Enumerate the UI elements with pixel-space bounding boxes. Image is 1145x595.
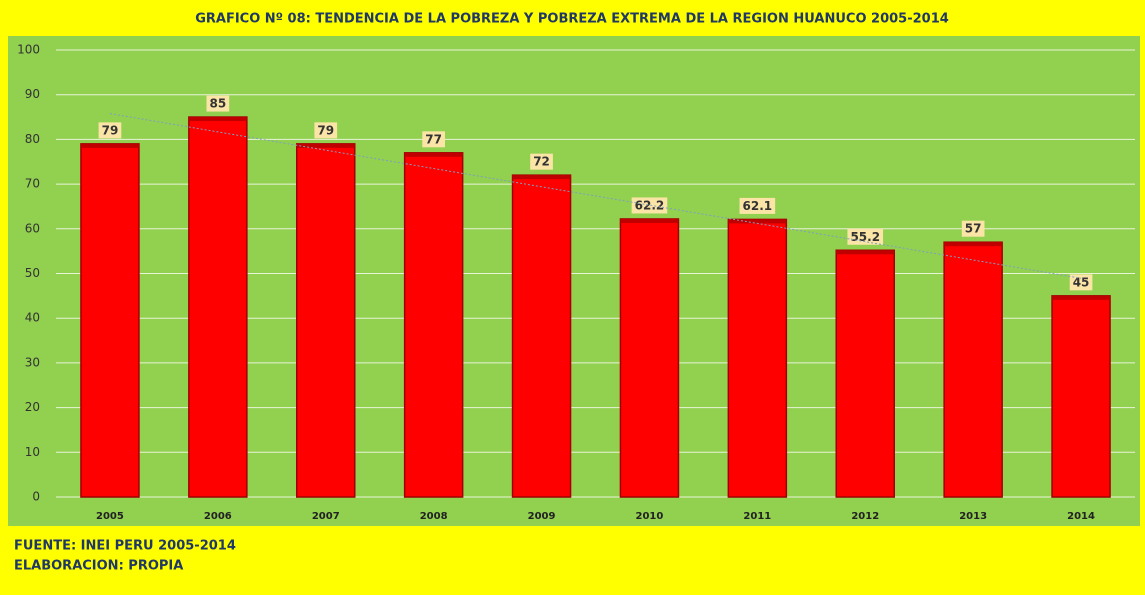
y-tick-label: 0 [32,490,40,504]
bar [296,143,356,498]
value-label-box [631,197,668,214]
y-tick-label: 60 [25,221,40,235]
y-tick-label: 40 [25,311,40,325]
bar-top [188,117,247,122]
bar [835,249,895,498]
credit-note: ELABORACION: PROPIA [14,559,183,574]
x-tick-label: 2006 [204,511,232,522]
value-label: 79 [102,123,119,137]
bar-top [836,250,895,255]
value-label-box [98,122,122,139]
value-label-box [530,153,553,170]
bar-top [512,175,571,180]
bar-top [296,143,355,148]
y-tick-label: 30 [25,355,40,369]
x-tick-label: 2005 [96,511,124,522]
y-tick-label: 10 [25,445,40,459]
y-tick-label: 50 [25,266,40,280]
value-label-box [847,228,884,245]
bar [511,174,572,498]
value-label-box [314,122,338,139]
value-label: 55.2 [850,230,880,244]
value-label: 57 [965,222,982,236]
x-tick-label: 2008 [420,511,448,522]
value-label-box [422,131,446,148]
value-label-box [1069,274,1093,291]
x-tick-label: 2014 [1067,511,1095,522]
value-label: 45 [1073,275,1090,289]
bar-top [80,143,139,148]
x-tick-label: 2009 [528,511,556,522]
bar [188,116,248,498]
y-tick-label: 80 [25,132,40,146]
value-label: 77 [425,132,442,146]
value-label-box [739,197,776,214]
bar [1051,295,1111,498]
value-label: 72 [533,155,550,169]
y-tick-label: 70 [25,177,40,191]
value-label-box [961,220,985,237]
source-note: FUENTE: INEI PERU 2005-2014 [14,539,236,554]
y-tick-label: 90 [25,87,40,101]
bar [403,152,464,498]
bar [943,241,1003,498]
bar-top [404,152,463,157]
value-label: 62.2 [635,198,665,212]
bar [619,218,680,498]
value-label: 62.1 [743,199,773,213]
x-tick-label: 2013 [959,511,987,522]
bar [80,143,140,498]
bar-top [620,218,679,223]
value-label: 85 [209,97,226,111]
y-tick-label: 20 [25,400,40,414]
y-tick-label: 100 [17,43,40,57]
bar-top [1052,295,1111,300]
bar [727,218,788,498]
bar-top [944,242,1003,247]
trendline [109,113,1082,279]
value-label: 79 [317,123,334,137]
x-tick-label: 2011 [743,511,771,522]
value-label-box [206,95,230,112]
chart-title: GRAFICO Nº 08: TENDENCIA DE LA POBREZA Y… [195,12,949,27]
x-tick-label: 2007 [312,511,340,522]
x-tick-label: 2010 [636,511,664,522]
bar-top [728,219,787,224]
x-tick-label: 2012 [851,511,879,522]
